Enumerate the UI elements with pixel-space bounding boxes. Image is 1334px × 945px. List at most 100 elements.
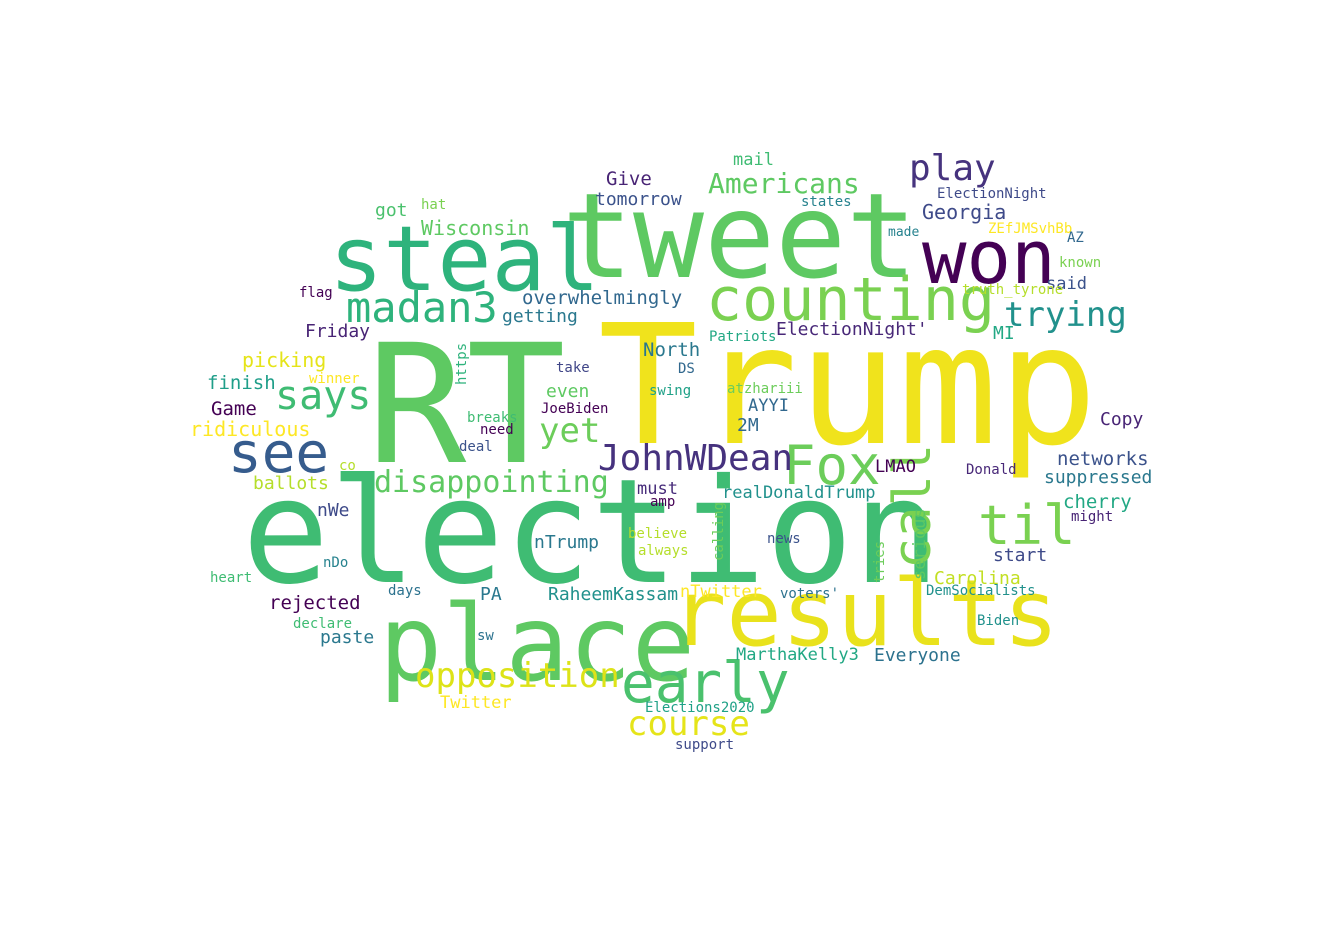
word-got: got (375, 200, 408, 221)
word-twitter: Twitter (440, 693, 512, 713)
word-tweet: tweet (562, 167, 917, 305)
word-call: call (883, 444, 943, 569)
word-said: said (1046, 274, 1087, 294)
word-mail: mail (733, 150, 774, 170)
word-getting: getting (502, 306, 578, 327)
word-sw: sw (477, 628, 494, 644)
word-see: see (228, 421, 329, 486)
word-georgia: Georgia (922, 200, 1006, 224)
word-hat: hat (421, 197, 446, 213)
word-steal: steal (329, 207, 600, 312)
word-ballots: ballots (253, 473, 329, 494)
word-results: results (671, 560, 1059, 667)
word-deal: deal (459, 439, 493, 455)
word-2m: 2M (737, 415, 759, 436)
word-co: co (339, 458, 356, 474)
word-trump: Trump (598, 290, 1098, 483)
word-everyone: Everyone (874, 645, 961, 666)
word-trying: trying (1004, 295, 1127, 335)
word-give: Give (606, 168, 652, 190)
word-americans: Americans (708, 167, 860, 200)
word-voters: voters' (780, 586, 839, 602)
word-always: always (638, 543, 689, 559)
word-zefjmsvhbb: ZEfJMSvhBb (988, 221, 1072, 237)
word-raheemkassam: RaheemKassam (548, 584, 678, 605)
word-tomorrow: tomorrow (595, 189, 682, 210)
word-demsocialists: DemSocialists (926, 583, 1036, 599)
word-swing: swing (649, 383, 691, 399)
word-suppressed: suppressed (1044, 467, 1152, 488)
word-joebiden: JoeBiden (541, 401, 608, 417)
word-cherry: cherry (1063, 491, 1132, 513)
word-made: made (888, 225, 919, 240)
word-place: place (379, 583, 695, 705)
word-johnwdean: JohnWDean (598, 438, 793, 479)
word-counting: counting (706, 265, 995, 335)
word-breaks: breaks (467, 410, 518, 426)
word-states: states (801, 194, 852, 210)
word-https: https (454, 343, 470, 385)
word-winner: winner (309, 371, 360, 387)
word-known: known (1059, 255, 1101, 271)
word-nwe: nWe (317, 500, 350, 521)
word-rt: RT (367, 309, 566, 501)
word-patriots: Patriots (709, 329, 776, 345)
word-ridiculous: ridiculous (190, 417, 310, 441)
word-atzhariii: atzhariii (727, 381, 803, 397)
word-tries: tries (872, 541, 888, 583)
word-biden: Biden (977, 613, 1019, 629)
word-overwhelmingly: overwhelmingly (522, 287, 682, 309)
word-madan3: madan3 (346, 283, 498, 332)
word-take: take (556, 360, 590, 376)
word-elections2020: Elections2020 (645, 700, 755, 716)
word-opposition: opposition (415, 656, 620, 696)
word-ntwitter: nTwitter (680, 582, 762, 602)
word-believe: believe (628, 526, 687, 542)
word-news: news (767, 531, 801, 547)
word-course: course (627, 704, 750, 744)
word-ayyi: AYYI (748, 396, 789, 416)
word-amp: amp (650, 494, 675, 510)
word-start: start (993, 545, 1047, 566)
word-calling: calling (711, 502, 727, 561)
word-truth-tyrone: truth_tyrone (962, 282, 1063, 298)
word-play: play (909, 148, 996, 189)
word-paste: paste (320, 627, 374, 648)
word-ds: DS (678, 361, 695, 377)
word-early: early (621, 651, 790, 716)
word-picking: picking (242, 348, 326, 372)
word-won: won (922, 215, 1056, 301)
word-disappointing: disappointing (374, 465, 609, 500)
word-north: North (643, 339, 700, 361)
word-marthakelly3: MarthaKelly3 (736, 645, 859, 665)
word-til: til (978, 494, 1076, 557)
word-electionnight: ElectionNight' (776, 319, 928, 340)
word-serious: serious (910, 508, 930, 580)
word-wisconsin: Wisconsin (421, 216, 529, 240)
word-election: election (242, 448, 940, 617)
word-friday: Friday (305, 321, 370, 342)
word-says: says (275, 373, 371, 419)
word-lmao: LMAO (875, 457, 916, 477)
word-yet: yet (539, 411, 600, 451)
word-finish: finish (207, 372, 276, 394)
word-support: support (675, 737, 734, 753)
word-copy: Copy (1100, 409, 1144, 430)
word-ndo: nDo (323, 555, 348, 571)
word-days: days (388, 583, 422, 599)
word-donald: Donald (966, 462, 1017, 478)
word-fox: Fox (783, 434, 881, 497)
word-rejected: rejected (269, 592, 361, 614)
word-game: Game (211, 398, 257, 420)
word-mi: MI (993, 323, 1015, 344)
word-must: must (637, 479, 678, 499)
word-heart: heart (210, 570, 252, 586)
word-networks: networks (1057, 448, 1149, 470)
word-flag: flag (299, 285, 333, 301)
word-electionnight: ElectionNight (937, 186, 1047, 202)
word-need: need (480, 422, 514, 438)
word-even: even (546, 381, 589, 402)
word-pa: PA (480, 584, 502, 605)
